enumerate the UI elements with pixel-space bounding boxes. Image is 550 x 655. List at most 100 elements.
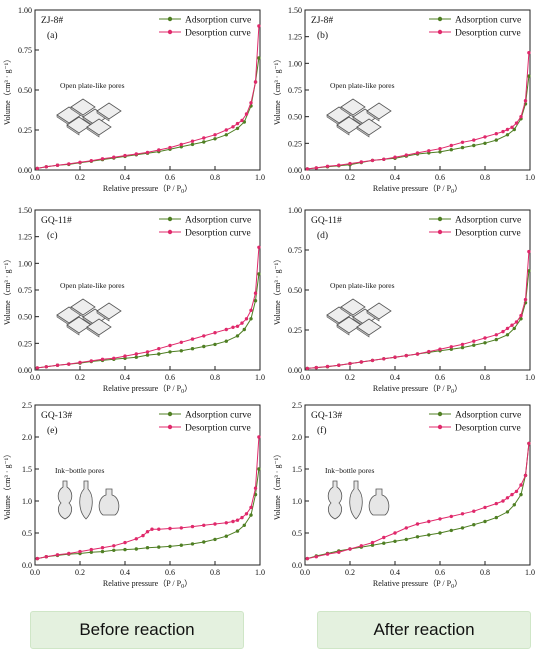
x-axis-label: Relative pressure（P / P0） (373, 579, 462, 590)
data-point (527, 441, 531, 446)
data-point (494, 132, 498, 136)
data-point (370, 358, 375, 363)
plate-icon (336, 124, 350, 136)
data-point (314, 365, 318, 370)
data-point (179, 142, 183, 147)
plate-icon (356, 126, 370, 138)
ink-bottle-icon (327, 480, 343, 520)
data-point (359, 544, 363, 548)
data-point (494, 337, 498, 342)
x-tick-label: 0.0 (300, 373, 310, 382)
sample-label: GQ-13# (41, 411, 72, 421)
data-point (305, 366, 309, 371)
y-tick-label: 1.5 (292, 465, 302, 474)
data-point (393, 531, 397, 535)
data-point (253, 291, 258, 295)
data-point (257, 272, 261, 276)
x-tick-label: 1.0 (255, 173, 265, 182)
chart-panel-2: 0.0 0.2 0.4 0.6 0.8 1.0 0.00 0.25 0.50 0.75 1.00 1.… (3, 206, 265, 395)
data-point (415, 151, 420, 155)
y-tick-label: 0.75 (288, 246, 302, 255)
data-point (123, 547, 127, 552)
chart-panel-5: 0.0 0.2 0.4 0.6 0.8 1.0 0.0 0.5 1.0 1.5 2.0 2.5 Rela… (273, 401, 535, 590)
legend-desorption-label: Desorption curve (185, 29, 251, 39)
data-point (370, 158, 375, 163)
data-point (190, 142, 195, 147)
data-point (235, 324, 240, 328)
y-tick-label: 1.25 (288, 33, 302, 42)
data-point (305, 556, 309, 561)
y-tick-label: 1.00 (18, 259, 32, 268)
x-tick-label: 0.2 (345, 568, 355, 577)
legend-desorption-marker (437, 29, 443, 35)
data-point (512, 503, 516, 507)
data-point (460, 140, 465, 144)
x-tick-label: 0.6 (165, 373, 175, 382)
data-point (112, 548, 116, 552)
data-point (438, 147, 442, 151)
legend-adsorption-marker (437, 411, 443, 417)
data-point (157, 545, 161, 549)
data-point (404, 153, 408, 157)
data-point (224, 521, 228, 525)
data-point (438, 150, 442, 154)
data-point (325, 364, 330, 369)
data-point (35, 166, 39, 171)
data-point (123, 354, 127, 358)
x-tick-label: 0.4 (390, 373, 400, 382)
x-axis-label: Relative pressure（P / P0） (103, 184, 192, 195)
data-point (202, 136, 206, 140)
data-point (510, 323, 514, 327)
data-point (512, 326, 516, 331)
data-point (168, 544, 172, 549)
data-point (460, 145, 465, 150)
legend-desorption-label: Desorption curve (455, 29, 521, 39)
data-point (257, 245, 261, 249)
chart-panel-0: 0.0 0.2 0.4 0.6 0.8 1.0 0.00 0.25 0.50 0.75 1.00 Re… (3, 6, 265, 195)
data-point (348, 547, 352, 551)
y-tick-label: 1.00 (288, 206, 302, 215)
data-point (112, 356, 116, 360)
data-point (235, 529, 240, 533)
data-point (224, 534, 228, 538)
y-tick-label: 1.00 (18, 6, 32, 15)
data-point (89, 359, 94, 363)
x-tick-label: 0.2 (345, 173, 355, 182)
data-point (427, 519, 431, 524)
data-point (89, 550, 94, 554)
data-point (249, 308, 253, 312)
data-point (213, 331, 217, 335)
legend-desorption-label: Desorption curve (455, 424, 521, 434)
data-point (134, 355, 138, 359)
data-point (348, 361, 352, 366)
data-point (460, 512, 465, 516)
y-tick-label: 0.25 (18, 339, 32, 348)
y-tick-label: 2.0 (22, 433, 32, 442)
data-point (242, 327, 246, 332)
data-point (505, 510, 510, 514)
data-point (240, 321, 244, 325)
data-point (519, 115, 523, 119)
plate-icon (66, 124, 80, 136)
data-point (253, 80, 258, 84)
x-tick-label: 0.8 (480, 373, 490, 382)
x-tick-label: 1.0 (525, 173, 535, 182)
sample-label: GQ-11# (41, 216, 72, 226)
data-point (427, 533, 431, 537)
x-tick-label: 0.4 (120, 568, 130, 577)
data-point (527, 249, 531, 254)
x-tick-label: 0.8 (480, 568, 490, 577)
data-point (202, 334, 206, 338)
legend-adsorption-marker (437, 216, 443, 222)
data-point (325, 164, 330, 168)
legend-desorption-marker (437, 229, 443, 235)
x-tick-label: 0.8 (210, 373, 220, 382)
data-point (145, 546, 150, 550)
x-tick-label: 0.6 (435, 568, 445, 577)
data-point (359, 360, 363, 364)
data-point (235, 121, 240, 126)
data-point (78, 549, 82, 554)
data-point (460, 342, 465, 347)
data-point (449, 148, 453, 152)
data-point (514, 320, 519, 324)
